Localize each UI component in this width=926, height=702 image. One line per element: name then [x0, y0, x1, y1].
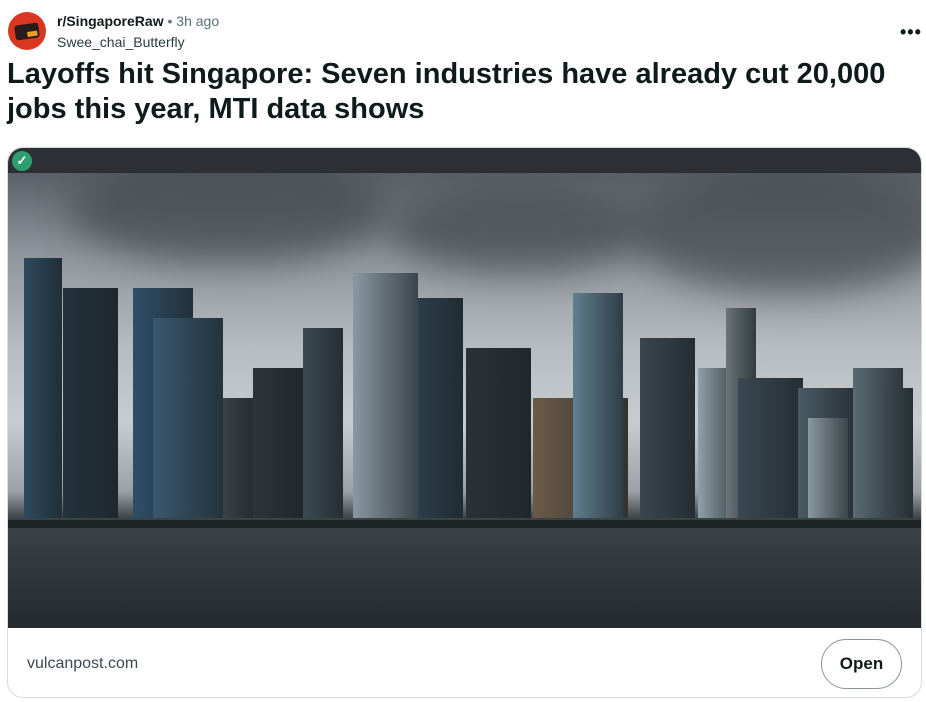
- shoreline: [8, 520, 921, 530]
- check-circle-icon: ✓: [12, 151, 32, 171]
- link-domain[interactable]: vulcanpost.com: [27, 655, 139, 672]
- card-footer: vulcanpost.com Open: [8, 628, 921, 697]
- subreddit-logo: [14, 21, 40, 41]
- more-options-icon[interactable]: •••: [900, 22, 922, 42]
- subreddit-link[interactable]: r/SingaporeRaw: [57, 13, 164, 29]
- subreddit-avatar[interactable]: [8, 12, 46, 50]
- skyline-building: [303, 328, 343, 518]
- skyline-building: [63, 288, 118, 518]
- skyline-building: [223, 398, 253, 518]
- post-title[interactable]: Layoffs hit Singapore: Seven industries …: [7, 58, 886, 125]
- author-link[interactable]: Swee_chai_Butterfly: [57, 34, 185, 50]
- meta-separator: •: [167, 13, 173, 29]
- skyline-building: [418, 298, 463, 518]
- skyline-building: [24, 258, 62, 518]
- skyline-building: [738, 378, 803, 518]
- link-preview-image[interactable]: [8, 173, 921, 628]
- skyline-building: [253, 368, 303, 518]
- skyline-building: [883, 388, 913, 518]
- bay-water: [8, 528, 921, 628]
- link-card[interactable]: ✓ vulcanpost.com Open: [7, 147, 922, 698]
- skyline-building: [353, 273, 418, 518]
- skyline-building: [153, 318, 223, 518]
- skyline-building: [573, 293, 623, 518]
- skyline-building: [466, 348, 531, 518]
- skyline-building: [808, 418, 848, 518]
- post-meta: r/SingaporeRaw • 3h ago: [57, 13, 219, 29]
- skyline-building: [640, 338, 695, 518]
- card-header-band: ✓: [8, 148, 921, 173]
- open-link-button[interactable]: Open: [821, 639, 902, 689]
- post-time: 3h ago: [176, 13, 220, 29]
